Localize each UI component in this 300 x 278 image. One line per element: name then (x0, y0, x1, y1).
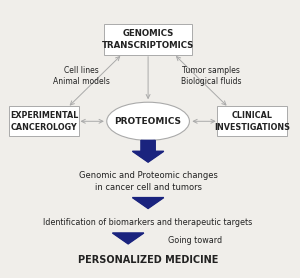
Text: Tumor samples
Biological fluids: Tumor samples Biological fluids (181, 66, 241, 86)
Text: Cell lines
Animal models: Cell lines Animal models (53, 66, 110, 86)
Text: EXPERIMENTAL
CANCEROLOGY: EXPERIMENTAL CANCEROLOGY (10, 111, 78, 131)
FancyBboxPatch shape (104, 24, 192, 55)
Text: Going toward: Going toward (168, 236, 222, 245)
FancyBboxPatch shape (217, 106, 287, 136)
FancyBboxPatch shape (9, 106, 79, 136)
Text: CLINICAL
INVESTIGATIONS: CLINICAL INVESTIGATIONS (214, 111, 290, 131)
Text: PERSONALIZED MEDICINE: PERSONALIZED MEDICINE (78, 255, 218, 265)
Text: GENOMICS
TRANSCRIPTOMICS: GENOMICS TRANSCRIPTOMICS (102, 29, 194, 50)
Text: Genomic and Proteomic changes
in cancer cell and tumors: Genomic and Proteomic changes in cancer … (79, 171, 218, 192)
Polygon shape (132, 198, 164, 208)
Polygon shape (132, 140, 164, 162)
Text: Identification of biomarkers and therapeutic targets: Identification of biomarkers and therape… (44, 218, 253, 227)
Text: PROTEOMICS: PROTEOMICS (115, 117, 182, 126)
Polygon shape (112, 233, 144, 244)
Ellipse shape (107, 102, 189, 140)
